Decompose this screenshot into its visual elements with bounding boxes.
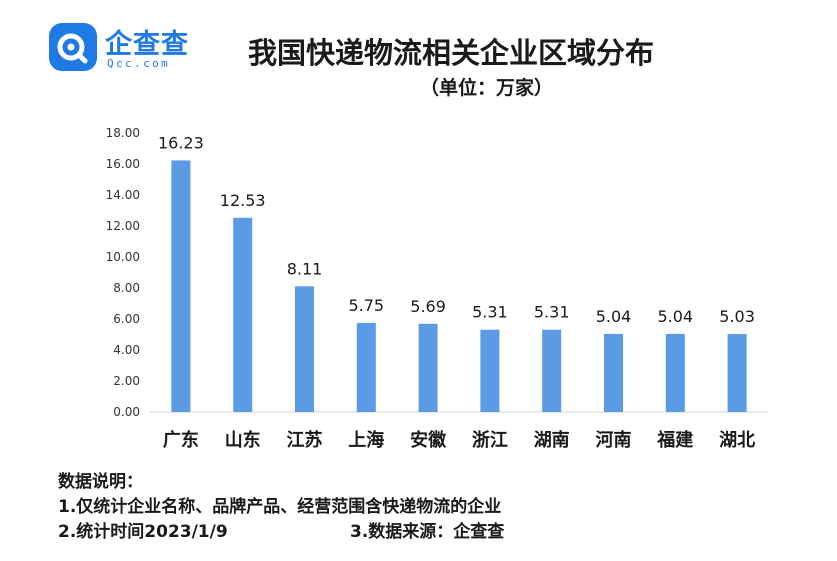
y-tick-label: 6.00: [113, 312, 140, 326]
x-category-label: 福建: [656, 429, 693, 451]
qcc-logo: 企查查 Qcc.com: [48, 22, 218, 72]
notes-heading: 数据说明：: [58, 472, 143, 492]
bar-value-label: 5.31: [534, 303, 570, 322]
bar: [233, 217, 253, 412]
bar: [418, 323, 438, 412]
x-category-label: 河南: [596, 429, 632, 451]
bar-value-label: 5.04: [657, 307, 693, 326]
x-category-label: 江苏: [287, 429, 323, 451]
bar: [604, 333, 623, 412]
bar-value-label: 12.53: [220, 191, 266, 210]
y-axis-ticks: 0.00 2.00 4.00 6.00 8.00 10.00 12.00 14.00 16.00…: [106, 126, 140, 419]
bar: [727, 334, 747, 412]
data-notes: 数据说明： 1.仅统计企业名称、品牌产品、经营范围含快递物流的企业 2.统计时间…: [58, 470, 505, 545]
y-tick-label: 0.00: [113, 405, 140, 419]
x-category-label: 广东: [163, 429, 199, 451]
y-tick-label: 18.00: [106, 126, 140, 140]
x-category-label: 浙江: [472, 429, 508, 451]
x-category-label: 上海: [348, 429, 384, 451]
x-category-label: 安徽: [410, 429, 447, 451]
y-tick-label: 16.00: [106, 157, 140, 171]
bars: [171, 160, 747, 412]
y-tick-label: 4.00: [113, 343, 140, 357]
bar-value-label: 8.11: [287, 259, 323, 278]
x-axis-labels: 广东 山东 江苏 上海 安徽 浙江 湖南 河南 福建 湖北: [163, 429, 755, 451]
note-1: 1.仅统计企业名称、品牌产品、经营范围含快递物流的企业: [58, 497, 502, 517]
note-row-2: 2.统计时间2023/1/9 3.数据来源：企查查: [58, 520, 505, 545]
bar: [356, 322, 376, 412]
bar-value-label: 16.23: [158, 133, 204, 152]
y-tick-label: 10.00: [106, 250, 140, 264]
data-labels: 16.23 12.53 8.11 5.75 5.69 5.31 5.31 5.04 5.04 5.…: [158, 133, 755, 326]
x-category-label: 山东: [225, 429, 261, 451]
bar-value-label: 5.04: [596, 307, 632, 326]
bar: [665, 333, 685, 412]
y-tick-label: 14.00: [106, 188, 140, 202]
bar-value-label: 5.31: [472, 303, 508, 322]
y-tick-label: 8.00: [113, 281, 140, 295]
bar: [295, 286, 314, 412]
x-category-label: 湖南: [534, 429, 570, 451]
note-3: 3.数据来源：企查查: [350, 522, 505, 542]
bar-value-label: 5.75: [348, 296, 384, 315]
logo-domain: Qcc.com: [107, 57, 171, 70]
x-category-label: 湖北: [719, 430, 755, 451]
bar-value-label: 5.03: [719, 307, 755, 326]
bar: [542, 329, 562, 412]
bar-value-label: 5.69: [410, 297, 446, 316]
bar: [171, 160, 191, 412]
y-tick-label: 12.00: [106, 219, 140, 233]
note-2: 2.统计时间2023/1/9: [58, 522, 228, 542]
bar: [480, 329, 500, 412]
logo-brand-name: 企查查: [105, 29, 189, 60]
chart-subtitle: （单位：万家）: [420, 77, 554, 99]
qcc-logo-icon: [49, 23, 97, 71]
y-tick-label: 2.00: [113, 374, 140, 388]
chart-title: 我国快递物流相关企业区域分布: [248, 36, 655, 70]
